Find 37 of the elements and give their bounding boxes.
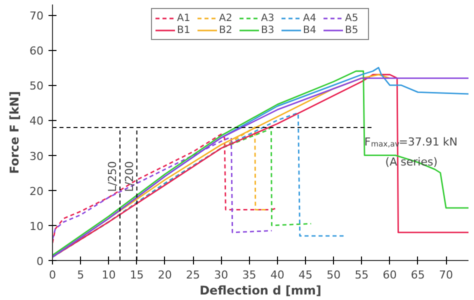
y-tick-label: 30	[30, 150, 44, 163]
legend-label: B3	[261, 24, 276, 36]
legend-label: A2	[219, 12, 234, 24]
y-tick-label: 50	[30, 80, 44, 93]
legend-label: B4	[303, 24, 318, 36]
y-tick-label: 60	[30, 44, 44, 58]
x-tick-label: 65	[410, 268, 425, 282]
x-tick-label: 50	[326, 268, 341, 282]
legend-label: B5	[345, 24, 360, 36]
y-tick-label: 10	[30, 220, 44, 233]
y-tick-label: 0	[36, 255, 44, 268]
y-tick-label: 70	[30, 10, 44, 23]
x-tick-label: 15	[130, 268, 144, 282]
y-axis-title: Force F [kN]	[8, 91, 22, 174]
x-tick-label: 35	[242, 268, 256, 282]
x-tick-label: 5	[77, 268, 84, 282]
x-tick-label: 10	[102, 268, 116, 282]
legend-label: B2	[219, 24, 234, 36]
legend-label: B1	[177, 24, 192, 36]
x-tick-label: 20	[158, 268, 172, 282]
x-tick-label: 60	[382, 268, 397, 282]
legend-label: A4	[303, 12, 318, 24]
y-tick-label: 20	[30, 184, 44, 198]
legend-label: A3	[261, 12, 276, 24]
x-axis-title: Deflection d [mm]	[200, 284, 322, 298]
legend-label: A1	[177, 12, 192, 24]
legend-label: A5	[345, 12, 360, 24]
ref-line-label: L/250	[106, 161, 119, 192]
x-tick-label: 25	[186, 268, 200, 282]
ref-line-label: L/200	[122, 161, 136, 192]
x-tick-label: 55	[354, 268, 369, 282]
x-tick-label: 0	[49, 268, 56, 282]
x-tick-label: 70	[439, 268, 454, 282]
x-tick-label: 45	[298, 268, 312, 282]
x-tick-label: 30	[214, 268, 228, 282]
x-tick-label: 40	[270, 268, 284, 282]
y-tick-label: 40	[30, 114, 44, 128]
